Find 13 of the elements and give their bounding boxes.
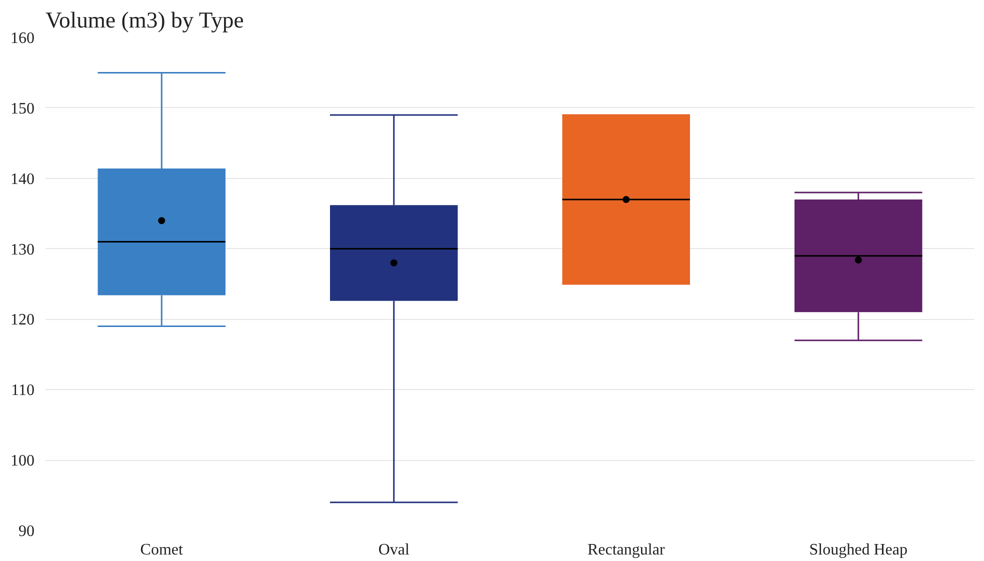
x-tick-label: Comet [140,542,184,558]
y-tick-label: 90 [18,523,34,540]
y-tick-label: 130 [10,241,34,258]
y-tick-label: 110 [11,382,34,400]
x-tick-label: Oval [378,542,410,558]
y-tick-label: 150 [10,100,34,118]
x-tick-label: Rectangular [587,542,666,558]
y-tick-label: 160 [10,30,34,47]
chart-title: Volume (m3) by Type [46,8,244,32]
y-tick-label: 140 [10,170,34,188]
y-tick-label: 120 [10,312,34,329]
x-tick-label: Sloughed Heap [809,542,908,558]
y-tick-label: 100 [10,452,34,470]
